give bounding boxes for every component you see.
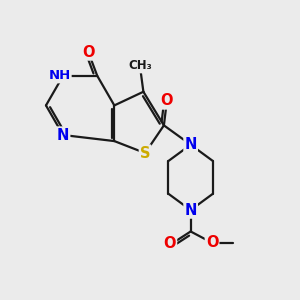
Text: N: N (57, 128, 69, 142)
Text: N: N (184, 137, 197, 152)
Text: O: O (206, 235, 218, 250)
Text: S: S (140, 146, 150, 160)
Text: O: O (164, 236, 176, 251)
Text: O: O (160, 94, 173, 109)
Text: CH₃: CH₃ (128, 59, 152, 72)
Text: N: N (184, 202, 197, 217)
Text: NH: NH (48, 69, 70, 82)
Text: O: O (82, 44, 94, 59)
